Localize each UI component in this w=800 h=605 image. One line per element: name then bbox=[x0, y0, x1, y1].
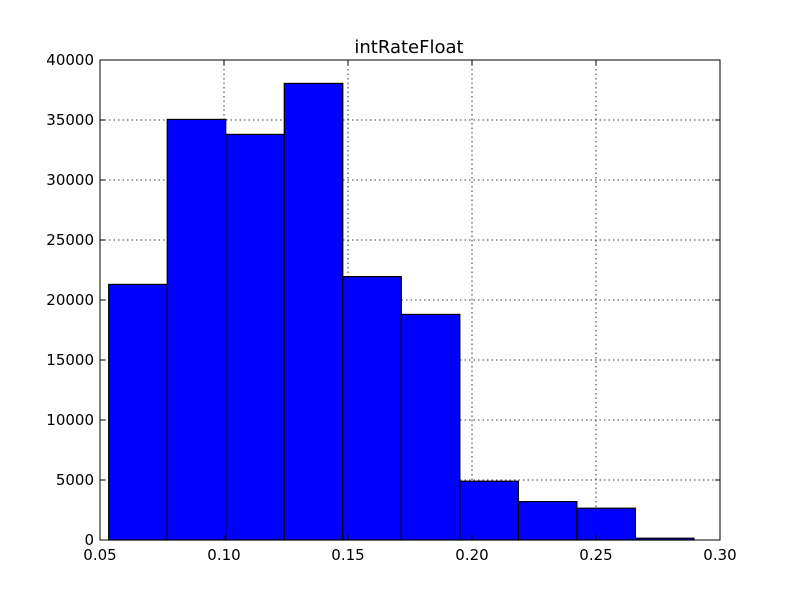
x-tick-label: 0.10 bbox=[207, 546, 240, 564]
x-axis-ticks: 0.05 0.10 0.15 0.20 0.25 0.30 bbox=[83, 60, 737, 564]
y-tick-label: 20000 bbox=[46, 291, 94, 309]
y-tick-label: 35000 bbox=[46, 111, 94, 129]
y-axis-ticks: 0 5000 10000 15000 20000 25000 30000 35000 40000 bbox=[46, 51, 720, 549]
x-tick-label: 0.20 bbox=[455, 546, 488, 564]
y-tick-label: 5000 bbox=[56, 471, 94, 489]
y-tick-label: 40000 bbox=[46, 51, 94, 69]
histogram-bar bbox=[166, 118, 227, 541]
chart-title: intRateFloat bbox=[354, 37, 463, 58]
y-tick-label: 15000 bbox=[46, 351, 94, 369]
histogram-bar bbox=[576, 507, 637, 541]
histogram-bar bbox=[517, 501, 578, 541]
histogram-bar bbox=[283, 82, 344, 541]
x-tick-label: 0.05 bbox=[83, 546, 116, 564]
x-tick-label: 0.25 bbox=[579, 546, 612, 564]
x-tick-label: 0.30 bbox=[703, 546, 736, 564]
bars bbox=[108, 82, 695, 541]
x-tick-label: 0.15 bbox=[331, 546, 364, 564]
y-tick-label: 10000 bbox=[46, 411, 94, 429]
y-tick-label: 25000 bbox=[46, 231, 94, 249]
histogram-bar bbox=[225, 133, 285, 541]
y-tick-label: 0 bbox=[84, 531, 94, 549]
histogram-bar bbox=[459, 480, 519, 541]
histogram-bar bbox=[108, 283, 168, 541]
histogram-bar bbox=[400, 313, 461, 541]
histogram-bar bbox=[342, 276, 402, 541]
y-tick-label: 30000 bbox=[46, 171, 94, 189]
